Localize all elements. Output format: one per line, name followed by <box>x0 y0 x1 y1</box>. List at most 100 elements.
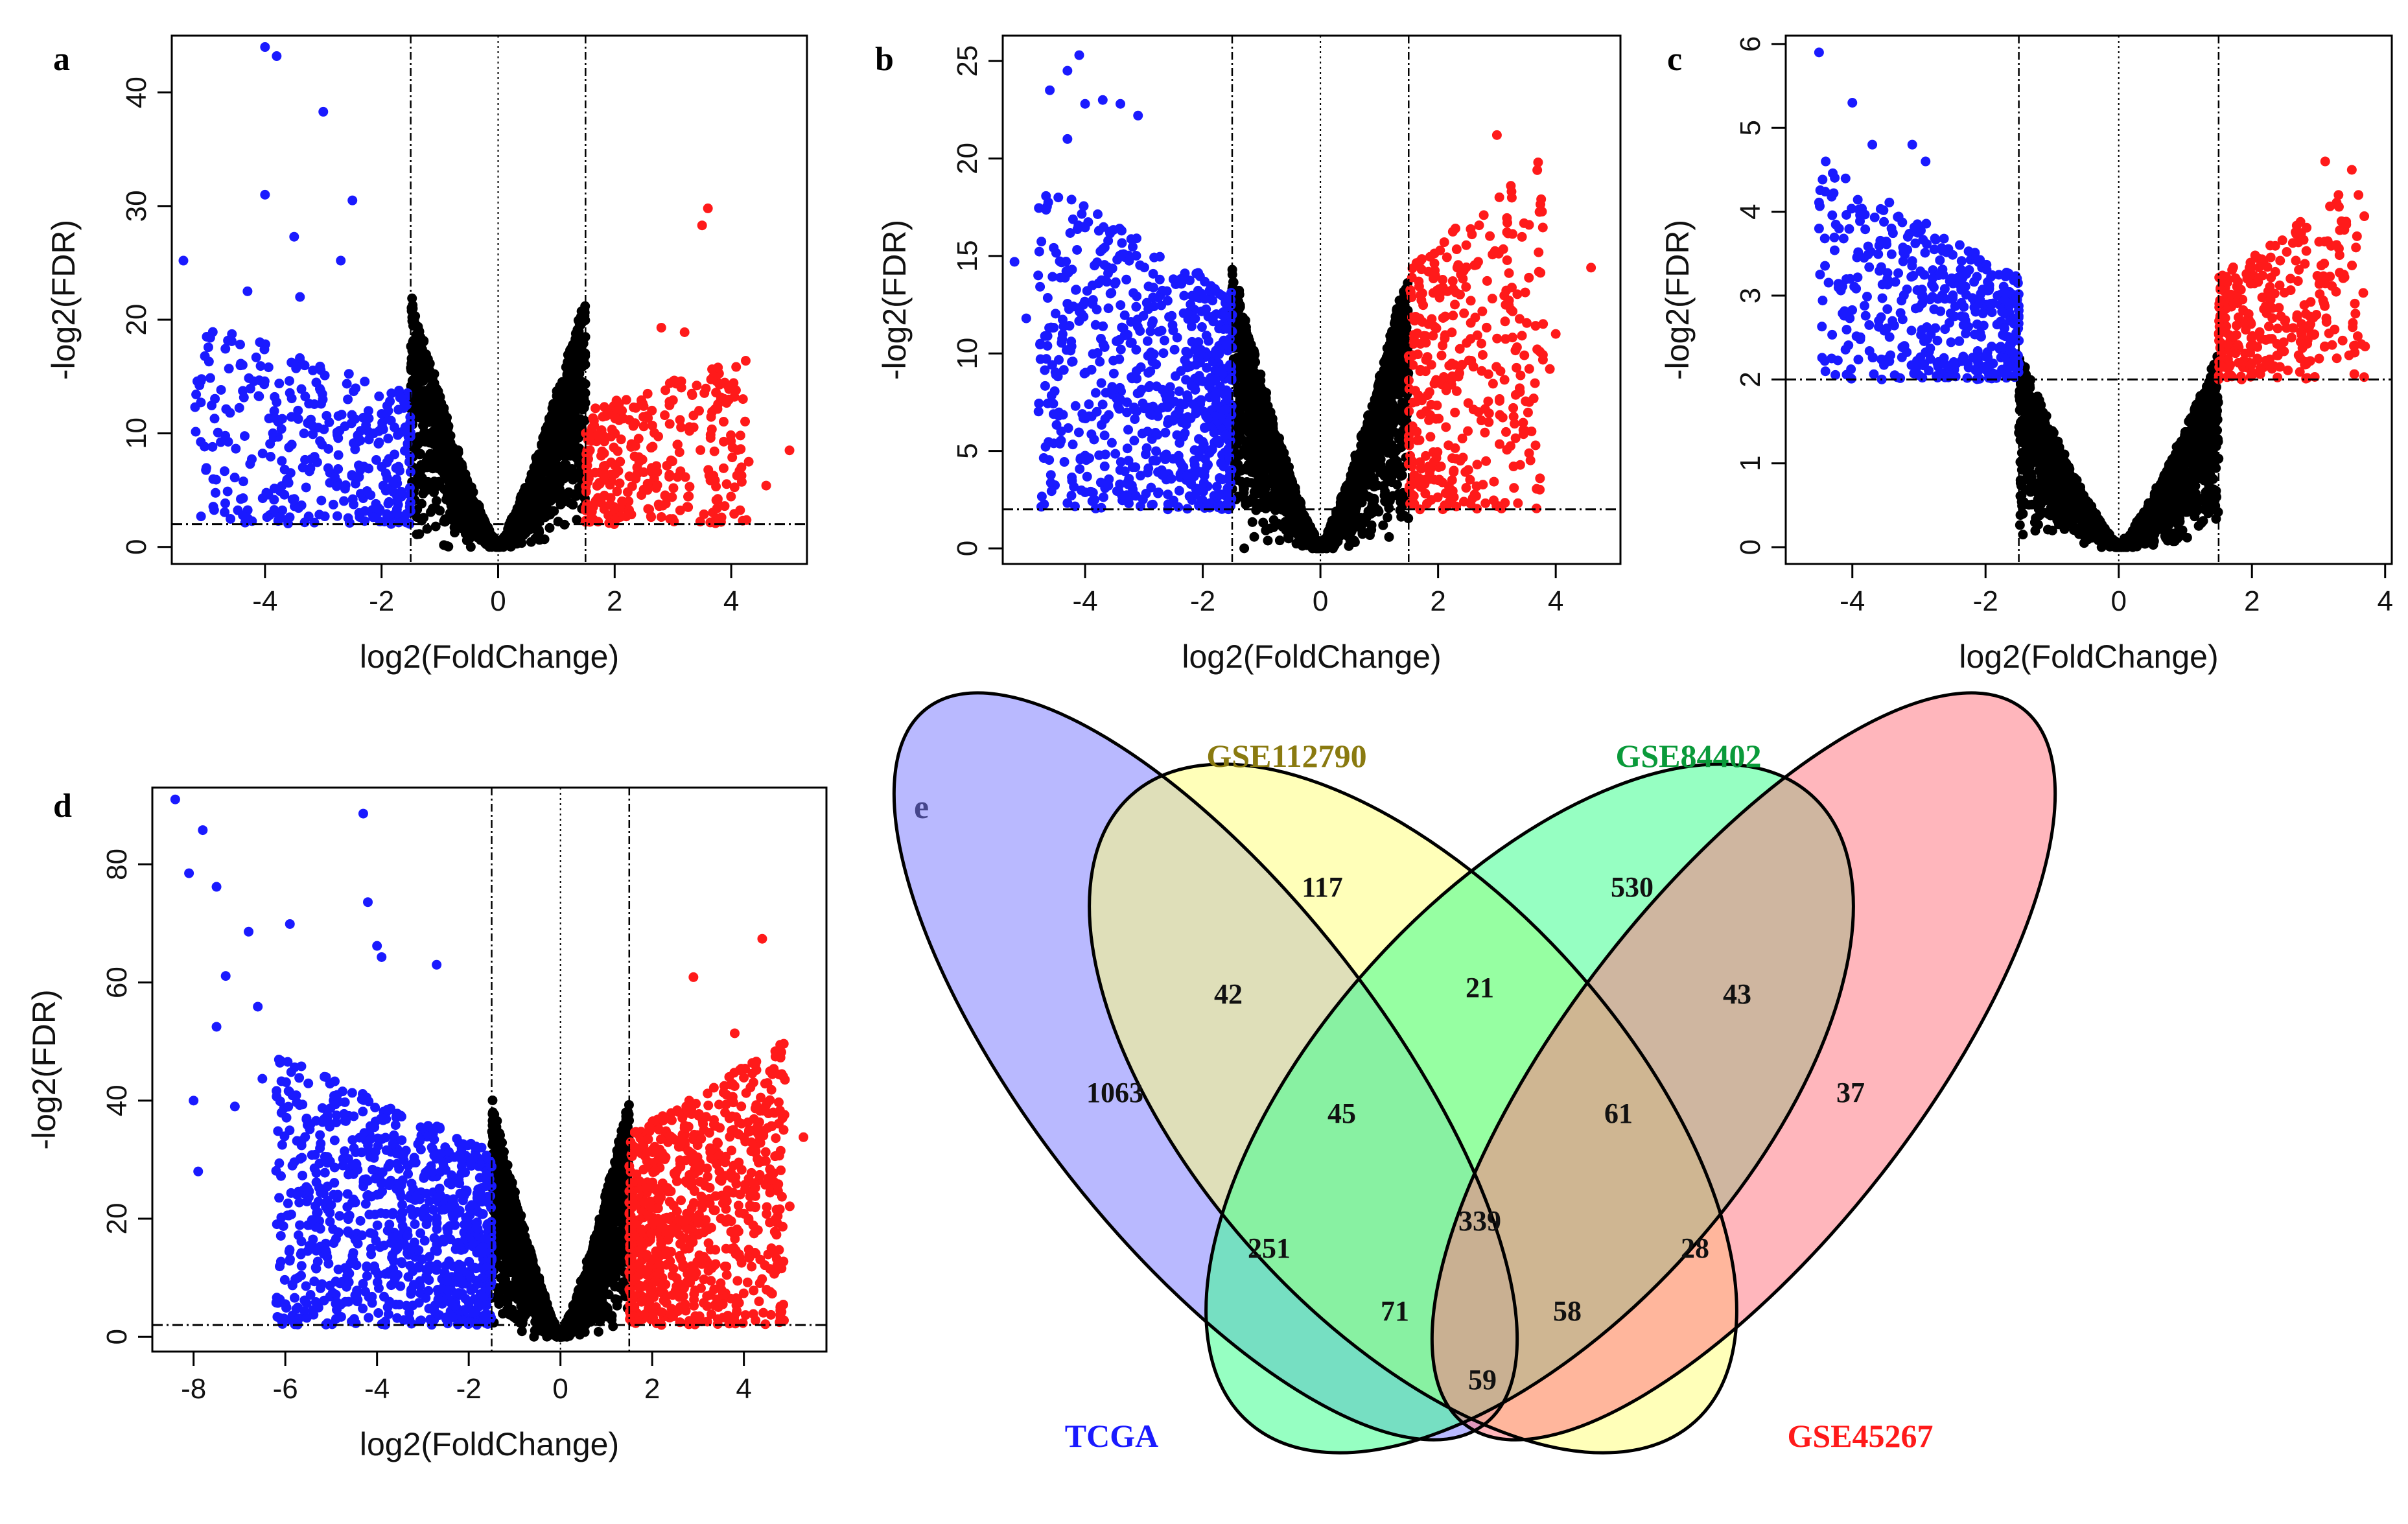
point-up <box>1450 223 1460 233</box>
point-down <box>1166 474 1176 484</box>
point-down <box>1082 471 1092 482</box>
point-up <box>688 422 699 432</box>
point-down <box>272 397 282 407</box>
point-up <box>664 471 675 482</box>
point-down <box>1105 288 1116 299</box>
point-down <box>1221 404 1231 415</box>
point-neutral <box>1385 459 1396 469</box>
point-up <box>731 362 742 372</box>
point-down <box>316 365 326 375</box>
point-down <box>364 434 374 445</box>
point-up <box>599 448 609 458</box>
point-down <box>205 373 215 383</box>
point-down <box>251 352 261 362</box>
point-down <box>1095 477 1106 487</box>
point-down <box>1151 359 1162 369</box>
point-neutral <box>546 495 557 505</box>
point-down <box>1116 300 1126 311</box>
point-neutral <box>425 369 435 380</box>
point-up <box>719 501 730 511</box>
point-up <box>610 460 620 471</box>
scatter-points <box>178 42 795 552</box>
panel-label: b <box>875 41 894 78</box>
point-up <box>667 492 677 502</box>
point-down <box>224 364 234 374</box>
point-down <box>194 381 205 391</box>
point-down <box>377 422 388 432</box>
point-down <box>1058 322 1069 332</box>
point-outlier <box>190 402 200 412</box>
point-down <box>1117 238 1127 248</box>
point-down <box>1196 395 1206 405</box>
point-neutral <box>429 378 439 388</box>
point-neutral <box>1336 521 1346 532</box>
point-down <box>331 481 342 491</box>
point-down <box>1212 435 1222 445</box>
point-down <box>269 495 279 505</box>
point-up <box>1430 322 1440 332</box>
point-down <box>1071 285 1081 295</box>
point-up <box>738 394 748 404</box>
point-down <box>1176 274 1186 284</box>
point-up <box>1482 322 1492 333</box>
point-down <box>1066 194 1077 205</box>
point-down <box>360 377 370 387</box>
point-down <box>1195 445 1206 455</box>
point-outlier <box>318 106 329 117</box>
point-neutral <box>1389 370 1399 381</box>
point-down <box>1057 257 1067 268</box>
point-up <box>1499 375 1510 385</box>
point-up <box>735 505 745 515</box>
point-neutral <box>532 531 543 541</box>
point-down <box>340 421 350 432</box>
point-neutral <box>1269 470 1280 480</box>
point-up <box>705 433 716 443</box>
point-up <box>658 500 668 511</box>
point-down <box>1110 277 1121 287</box>
point-neutral <box>1239 444 1249 454</box>
point-down <box>328 499 338 510</box>
point-down <box>1086 364 1097 375</box>
point-down <box>253 391 264 401</box>
point-neutral <box>434 476 444 487</box>
point-down <box>1135 326 1145 336</box>
point-neutral <box>1331 506 1342 517</box>
point-neutral <box>412 397 423 408</box>
point-down <box>1148 268 1158 279</box>
point-down <box>234 403 244 413</box>
point-down <box>245 459 255 469</box>
point-up <box>1504 268 1514 278</box>
point-outlier <box>336 255 346 266</box>
point-down <box>390 422 400 432</box>
point-down <box>1197 322 1207 333</box>
point-down <box>1061 345 1071 355</box>
point-neutral <box>1261 451 1272 462</box>
y-tick-label: 0 <box>121 539 152 554</box>
point-outlier <box>295 292 305 302</box>
point-down <box>277 456 287 466</box>
point-down <box>216 437 226 447</box>
point-down <box>1123 425 1134 435</box>
point-down <box>1070 401 1081 411</box>
point-neutral <box>439 540 449 550</box>
point-outlier <box>347 195 358 205</box>
point-down <box>1090 388 1101 398</box>
point-up <box>1426 399 1436 410</box>
point-down <box>263 362 274 373</box>
point-down <box>344 518 355 528</box>
point-outlier <box>260 189 270 200</box>
point-down <box>1195 375 1206 386</box>
point-down <box>301 482 311 493</box>
point-down <box>1208 311 1218 322</box>
point-neutral <box>1247 517 1257 527</box>
point-down <box>1093 226 1104 236</box>
point-down <box>316 495 327 506</box>
point-down <box>279 489 290 500</box>
point-neutral <box>1366 520 1377 530</box>
point-down <box>235 340 245 350</box>
point-up <box>694 406 705 416</box>
point-neutral <box>449 456 460 467</box>
point-down <box>220 498 230 508</box>
point-down <box>1151 456 1162 466</box>
point-neutral <box>418 421 428 431</box>
